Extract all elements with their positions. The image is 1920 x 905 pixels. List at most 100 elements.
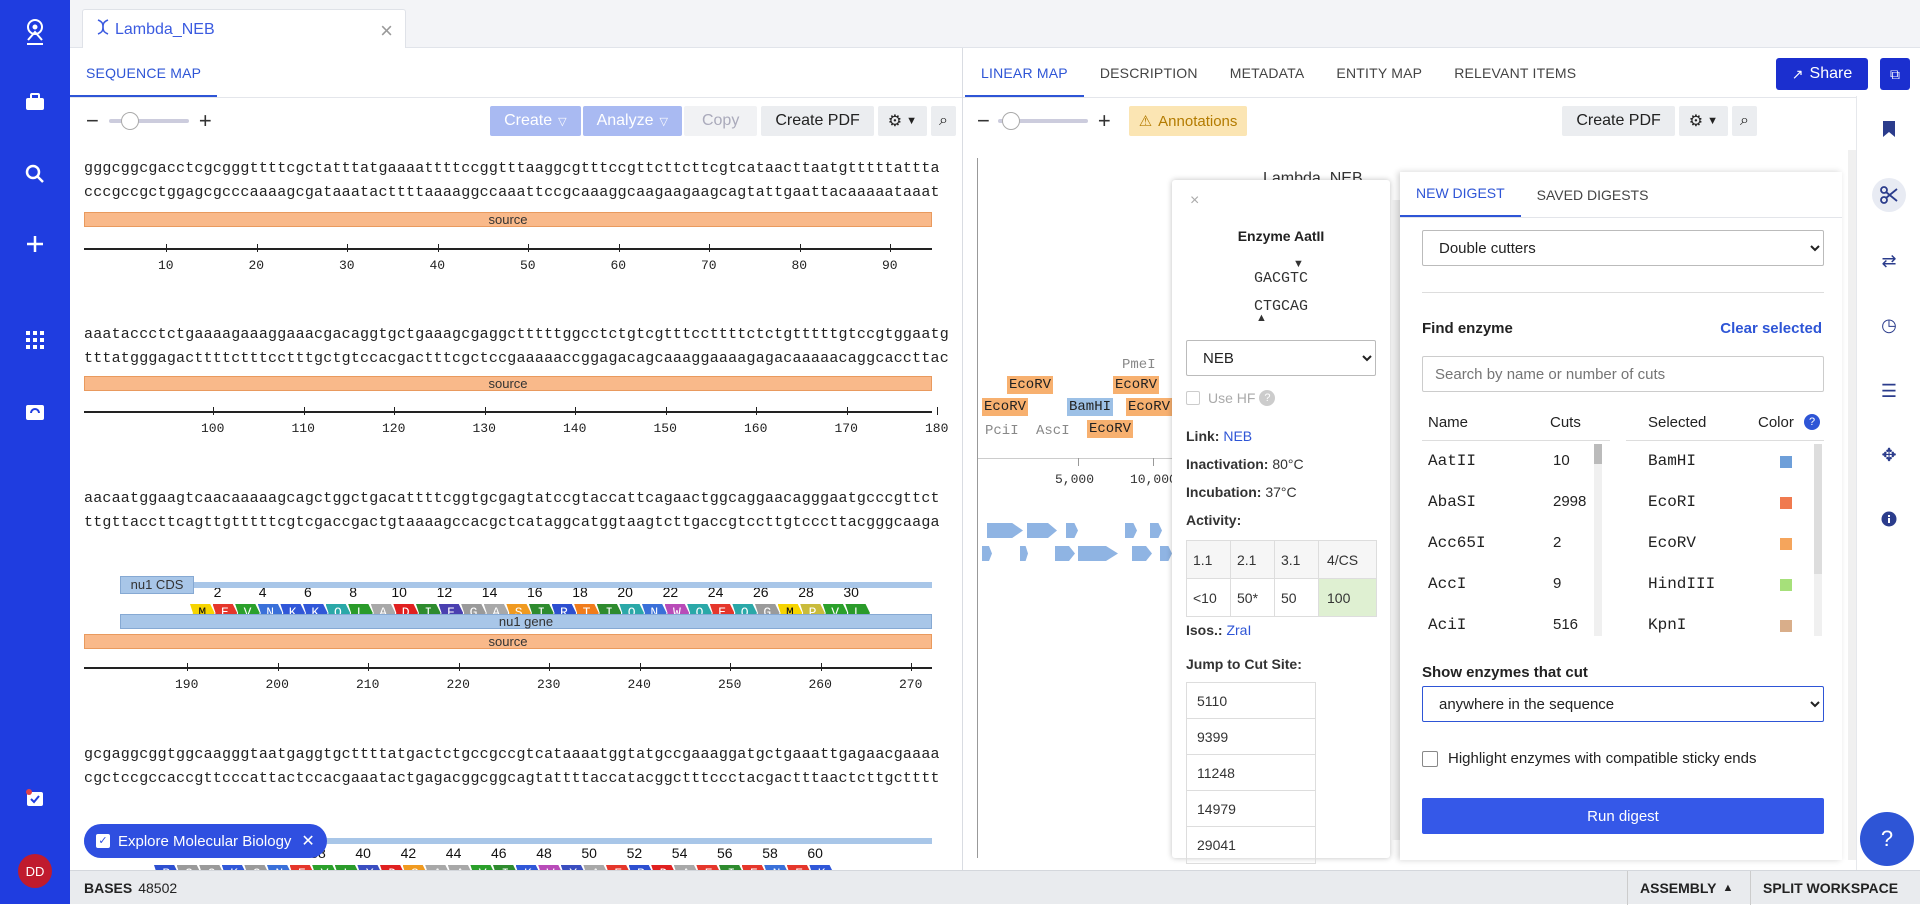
text-align-icon[interactable]: ☰ (1880, 380, 1898, 401)
map-scrollbar[interactable] (1848, 150, 1856, 860)
tab-linear-map[interactable]: LINEAR MAP (965, 65, 1084, 97)
swap-arrows-icon[interactable]: ⇄ (1881, 250, 1897, 271)
clear-selected-link[interactable]: Clear selected (1720, 320, 1822, 337)
cut-site-item[interactable]: 29041 (1197, 837, 1236, 853)
briefcase-icon[interactable] (0, 82, 70, 122)
feature-arrow[interactable] (1132, 546, 1152, 561)
enzyme-label-asci[interactable]: AscI (1036, 423, 1070, 439)
plus-icon[interactable] (0, 224, 70, 264)
enzyme-list-item[interactable]: AccI 9 (1428, 575, 1588, 605)
find-button[interactable]: ⌕ (1732, 106, 1757, 136)
enzyme-label-bamhi[interactable]: BamHI (1067, 398, 1114, 416)
analyze-dropdown-button[interactable]: Analyze ▽ (582, 106, 682, 136)
scissors-digest-icon[interactable] (1872, 178, 1906, 212)
enzyme-list-item[interactable]: Acc65I 2 (1428, 534, 1588, 564)
enzyme-color-swatch[interactable] (1780, 620, 1792, 632)
feature-arrow[interactable] (982, 546, 992, 561)
zoom-in-icon[interactable]: + (1097, 108, 1111, 133)
enzyme-list-filter-select[interactable]: Double cutters (1422, 230, 1824, 266)
feature-arrow[interactable] (1125, 523, 1137, 538)
popup-scrollbar[interactable] (1392, 200, 1400, 840)
sequence-bottom-strand[interactable]: cccgccgctggagcgcccaaaagcgataaatacttttaaa… (84, 184, 940, 201)
feature-arrow[interactable] (1078, 546, 1118, 561)
copy-link-button[interactable]: ⧉ (1880, 58, 1910, 90)
enzyme-list-item[interactable]: AatII 10 (1428, 452, 1588, 482)
enzyme-color-swatch[interactable] (1780, 538, 1792, 550)
find-button[interactable]: ⌕ (931, 106, 956, 136)
zoom-slider[interactable] (108, 112, 189, 130)
cut-location-select[interactable]: anywhere in the sequence (1422, 686, 1824, 722)
sequence-top-strand[interactable]: gcgaggcggtggcaagggtaatgaggtgcttttatgactc… (84, 746, 940, 763)
selected-enzyme-item[interactable]: EcoRI (1648, 493, 1808, 523)
enzyme-label-ecorv[interactable]: EcoRV (1113, 376, 1160, 394)
selected-enzyme-item[interactable]: EcoRV (1648, 534, 1808, 564)
settings-dropdown-button[interactable]: ⚙ ▼ (877, 106, 928, 136)
info-icon[interactable] (1872, 502, 1906, 536)
enzyme-list-item[interactable]: AbaSI 2998 (1428, 493, 1588, 523)
selected-enzyme-item[interactable]: BamHI (1648, 452, 1808, 482)
split-workspace-button[interactable]: SPLIT WORKSPACE (1750, 871, 1910, 905)
enzyme-color-swatch[interactable] (1780, 456, 1792, 468)
enzyme-label-pmei[interactable]: PmeI (1122, 357, 1156, 373)
use-hf-checkbox[interactable]: Use HF ? (1186, 390, 1276, 406)
enzyme-label-ecorv[interactable]: EcoRV (1126, 398, 1173, 416)
sequence-bottom-strand[interactable]: cgctccgccaccgttcccattactccacgaaatactgaga… (84, 770, 940, 787)
feature-source[interactable]: source (84, 634, 932, 649)
enzyme-color-swatch[interactable] (1780, 497, 1792, 509)
run-digest-button[interactable]: Run digest (1422, 798, 1824, 834)
sequence-top-strand[interactable]: gggcggcgacctcgcgggttttcgctatttatgaaaattt… (84, 160, 940, 177)
feature-arrow[interactable] (1027, 523, 1057, 538)
selected-enzyme-item[interactable]: KpnI (1648, 616, 1808, 646)
help-icon[interactable]: ? (1259, 390, 1276, 406)
sequence-top-strand[interactable]: aacaatggaagtcaacaaaaagcagctggctgacattttc… (84, 490, 940, 507)
cut-site-item[interactable]: 14979 (1187, 791, 1315, 827)
settings-dropdown-button[interactable]: ⚙ ▼ (1678, 106, 1729, 136)
enzyme-search-input[interactable] (1422, 356, 1824, 392)
copy-button[interactable]: Copy (683, 106, 758, 136)
neb-link[interactable]: NEB (1223, 428, 1253, 444)
sequence-bottom-strand[interactable]: tttatgggagacttttctttcctttgctgtccacgacttt… (84, 350, 949, 367)
enzyme-label-pcii[interactable]: PciI (985, 423, 1019, 439)
cut-site-item[interactable]: 5110 (1187, 683, 1315, 719)
close-icon[interactable]: × (1190, 192, 1200, 209)
share-button[interactable]: ↗ Share (1776, 58, 1868, 90)
document-tab[interactable]: Lambda_NEB × (82, 9, 406, 49)
folder-sync-icon[interactable] (0, 392, 70, 432)
tab-metadata[interactable]: METADATA (1229, 65, 1305, 81)
tab-sequence-map[interactable]: SEQUENCE MAP (70, 65, 218, 97)
selected-enzyme-item[interactable]: HindIII (1648, 575, 1808, 605)
zoom-in-icon[interactable]: + (198, 108, 212, 133)
user-avatar[interactable]: DD (18, 854, 52, 888)
sequence-bottom-strand[interactable]: ttgttaccttcagttgtttttcgtcgaccgactgtaaaag… (84, 514, 940, 531)
zoom-slider-knob[interactable] (1001, 112, 1020, 130)
create-pdf-button[interactable]: Create PDF (761, 106, 874, 136)
tab-saved-digests[interactable]: SAVED DIGESTS (1536, 187, 1649, 203)
sequence-top-strand[interactable]: aaataccctctgaaaagaaaggaaacgacaggtgctgaaa… (84, 326, 949, 343)
enzyme-list-scrollbar[interactable] (1594, 444, 1602, 636)
assembly-button[interactable]: ASSEMBLY ▲ (1627, 871, 1745, 905)
close-tab-icon[interactable]: × (380, 18, 393, 43)
history-clock-icon[interactable]: ◷ (1881, 314, 1897, 335)
cut-site-item[interactable]: 11248 (1187, 755, 1315, 791)
feature-nu1-cds[interactable]: nu1 CDS (120, 576, 194, 594)
feature-arrow[interactable] (1160, 546, 1172, 561)
help-icon[interactable]: ? (1804, 414, 1820, 430)
enzyme-label-ecorv[interactable]: EcoRV (1087, 420, 1134, 438)
feature-nu1-gene[interactable]: nu1 gene (120, 614, 932, 629)
bookmark-icon[interactable] (1872, 112, 1906, 146)
move-arrows-icon[interactable]: ✥ (1881, 444, 1897, 465)
close-icon[interactable]: ✕ (301, 833, 315, 850)
tab-new-digest[interactable]: NEW DIGEST (1400, 185, 1521, 217)
feature-arrow[interactable] (1150, 523, 1162, 538)
annotations-button[interactable]: ⚠ Annotations (1128, 106, 1248, 136)
enzyme-list-item[interactable]: AciI 516 (1428, 616, 1588, 646)
enzyme-label-ecorv[interactable]: EcoRV (1007, 376, 1054, 394)
isoschizomer-link[interactable]: ZraI (1226, 622, 1252, 638)
feature-arrow[interactable] (987, 523, 1023, 538)
supplier-select[interactable]: NEB (1186, 340, 1376, 376)
zoom-out-icon[interactable]: − (86, 108, 99, 133)
create-dropdown-button[interactable]: Create ▽ (490, 106, 581, 136)
tab-relevant-items[interactable]: RELEVANT ITEMS (1454, 65, 1577, 81)
feature-arrow[interactable] (1020, 546, 1028, 561)
zoom-slider[interactable] (997, 112, 1088, 130)
